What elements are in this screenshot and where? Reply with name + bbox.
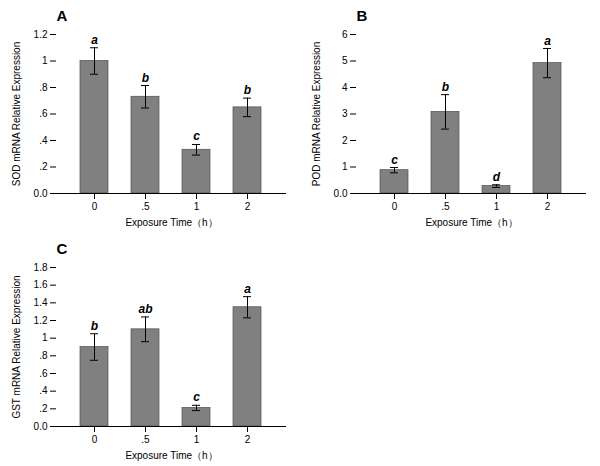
svg-text:SOD mRNA Relative Expression: SOD mRNA Relative Expression: [11, 42, 22, 187]
svg-text:C: C: [57, 240, 68, 257]
svg-text:.6: .6: [39, 368, 48, 379]
svg-text:c: c: [391, 153, 398, 167]
svg-text:1.2: 1.2: [34, 29, 48, 40]
svg-text:.2: .2: [39, 161, 48, 172]
svg-text:c: c: [193, 390, 200, 404]
svg-text:0.0: 0.0: [334, 188, 348, 199]
svg-text:1.4: 1.4: [34, 297, 48, 308]
svg-text:1: 1: [194, 201, 200, 212]
svg-text:3: 3: [342, 108, 348, 119]
svg-text:.6: .6: [39, 108, 48, 119]
svg-text:2: 2: [342, 135, 348, 146]
svg-text:.2: .2: [39, 403, 48, 414]
svg-text:c: c: [193, 129, 200, 143]
svg-text:1: 1: [194, 434, 200, 445]
svg-text:1.8: 1.8: [34, 262, 48, 273]
svg-text:1.2: 1.2: [34, 315, 48, 326]
svg-text:b: b: [442, 80, 449, 94]
svg-text:4: 4: [342, 82, 348, 93]
svg-text:1.6: 1.6: [34, 279, 48, 290]
svg-text:0.0: 0.0: [34, 421, 48, 432]
svg-text:1: 1: [42, 332, 48, 343]
svg-text:.8: .8: [39, 350, 48, 361]
svg-text:1: 1: [42, 55, 48, 66]
svg-text:b: b: [244, 83, 251, 97]
svg-text:a: a: [544, 34, 551, 48]
svg-text:1: 1: [494, 201, 500, 212]
svg-text:.5: .5: [141, 434, 150, 445]
svg-text:6: 6: [342, 29, 348, 40]
svg-text:Exposure Time（h）: Exposure Time（h）: [425, 217, 517, 228]
svg-text:.4: .4: [39, 135, 48, 146]
svg-text:5: 5: [342, 55, 348, 66]
svg-text:a: a: [244, 282, 251, 296]
svg-text:0.0: 0.0: [34, 188, 48, 199]
svg-text:Exposure Time（h）: Exposure Time（h）: [125, 450, 217, 461]
svg-text:2: 2: [245, 434, 251, 445]
svg-text:b: b: [91, 319, 98, 333]
svg-text:.5: .5: [441, 201, 450, 212]
svg-text:a: a: [91, 33, 98, 47]
svg-text:2: 2: [545, 201, 551, 212]
svg-text:0: 0: [92, 434, 98, 445]
svg-text:d: d: [493, 170, 501, 184]
svg-text:B: B: [357, 7, 368, 24]
svg-text:.4: .4: [39, 385, 48, 396]
svg-text:GST mRNA Relative Expression: GST mRNA Relative Expression: [11, 275, 22, 418]
svg-text:0: 0: [92, 201, 98, 212]
svg-text:0: 0: [392, 201, 398, 212]
svg-text:1: 1: [342, 161, 348, 172]
svg-text:.5: .5: [141, 201, 150, 212]
svg-text:.8: .8: [39, 82, 48, 93]
svg-text:b: b: [142, 71, 149, 85]
svg-text:Exposure Time（h）: Exposure Time（h）: [125, 217, 217, 228]
svg-text:ab: ab: [138, 302, 152, 316]
svg-text:2: 2: [245, 201, 251, 212]
svg-text:POD mRNA Relative Expression: POD mRNA Relative Expression: [311, 42, 322, 187]
svg-text:A: A: [57, 7, 68, 24]
